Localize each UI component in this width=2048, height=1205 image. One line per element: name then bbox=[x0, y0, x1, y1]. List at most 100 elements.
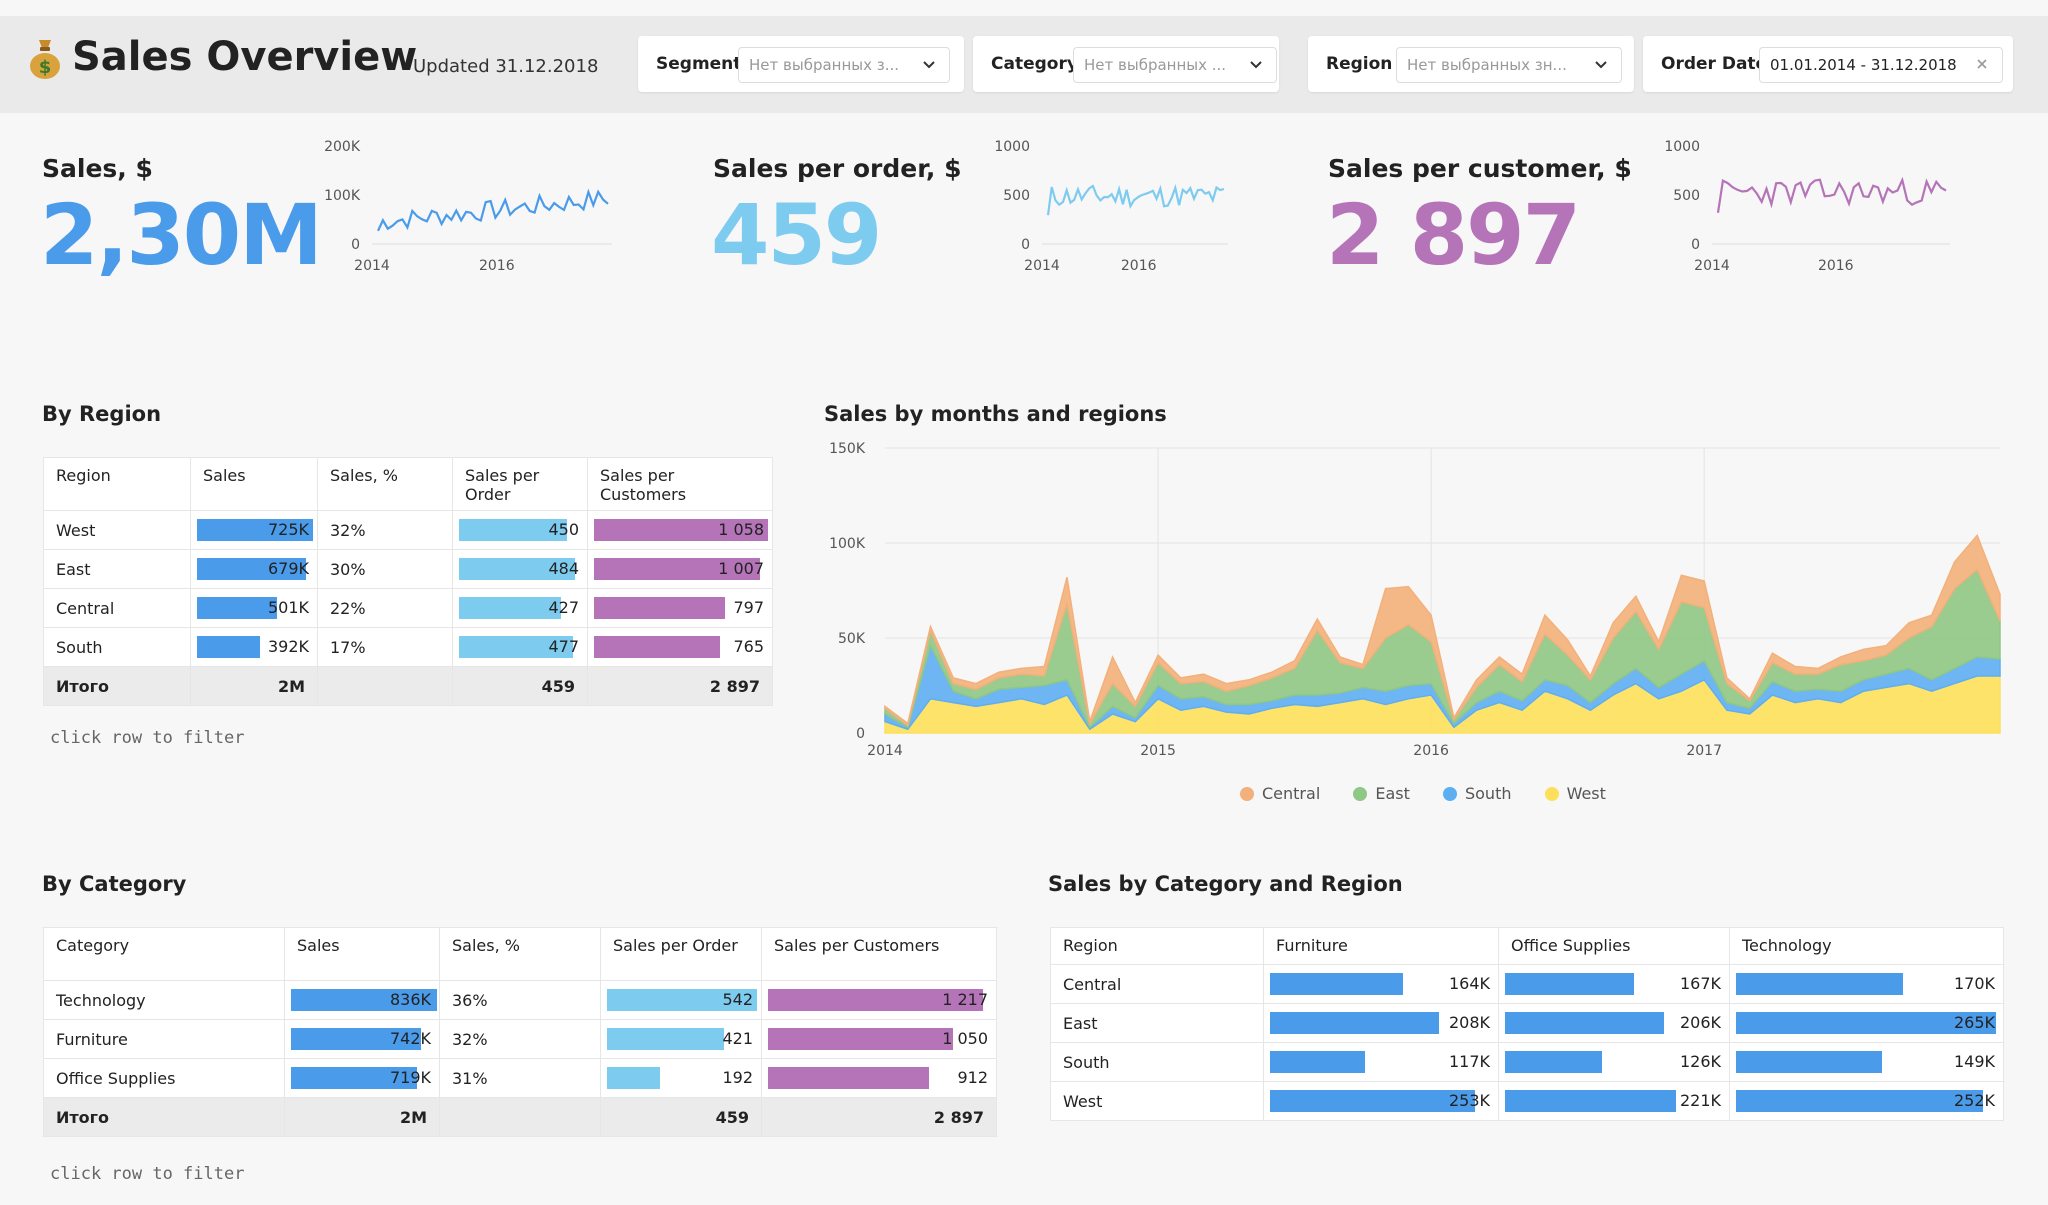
col-sales-per-order[interactable]: Sales per Order bbox=[600, 927, 762, 981]
legend-item-south[interactable]: South bbox=[1442, 784, 1512, 803]
sales-sparkline: 200K 100K 0 2014 2016 bbox=[324, 139, 612, 274]
spo-value: 192 bbox=[722, 1068, 753, 1087]
table-total-row: Итого 2M 459 2 897 bbox=[43, 1097, 997, 1137]
area-series-central[interactable] bbox=[884, 533, 2001, 727]
table-row[interactable]: South 392K 17% 477 765 bbox=[43, 627, 773, 667]
office-supplies-cell: 206K bbox=[1498, 1003, 1730, 1043]
technology-value: 149K bbox=[1953, 1052, 1995, 1071]
col-furniture[interactable]: Furniture bbox=[1263, 927, 1499, 965]
table-row[interactable]: Technology 836K 36% 542 1 217 bbox=[43, 980, 997, 1020]
table-row[interactable]: Office Supplies 719K 31% 192 912 bbox=[43, 1058, 997, 1098]
segment-select-value: Нет выбранных з... bbox=[749, 56, 900, 74]
sales-value: 836K bbox=[389, 990, 431, 1009]
table-row[interactable]: East 208K 206K 265K bbox=[1050, 1003, 2004, 1043]
col-sales-per-customers[interactable]: Sales per Customers bbox=[761, 927, 997, 981]
table-row[interactable]: West 253K 221K 252K bbox=[1050, 1081, 2004, 1121]
table-row[interactable]: Furniture 742K 32% 421 1 050 bbox=[43, 1019, 997, 1059]
y-tick-label: 50K bbox=[838, 631, 866, 647]
spc-value: 1 058 bbox=[718, 520, 764, 539]
category-filter-hint: click row to filter bbox=[50, 1164, 245, 1184]
table-row[interactable]: Central 501K 22% 427 797 bbox=[43, 588, 773, 628]
spark-y-tick: 0 bbox=[1021, 237, 1030, 253]
y-tick-label: 100K bbox=[829, 536, 866, 552]
chart-legend: Central East South West bbox=[1240, 784, 1634, 803]
table-header-row: Region Furniture Office Supplies Technol… bbox=[1050, 927, 2004, 965]
sales-value: 679K bbox=[267, 559, 309, 578]
spo-value: 450 bbox=[548, 520, 579, 539]
spc-value: 1 050 bbox=[942, 1029, 988, 1048]
table-row[interactable]: Central 164K 167K 170K bbox=[1050, 964, 2004, 1004]
money-bag-icon: $ bbox=[28, 38, 62, 84]
spc-cell: 797 bbox=[587, 588, 773, 628]
col-sales-pct[interactable]: Sales, % bbox=[317, 457, 453, 511]
furniture-cell: 208K bbox=[1263, 1003, 1499, 1043]
sales-pct: 32% bbox=[317, 510, 453, 550]
sparkline-path bbox=[1046, 183, 1225, 216]
filter-category: Category Нет выбранных ... bbox=[973, 36, 1279, 92]
legend-label: West bbox=[1566, 784, 1606, 803]
spc-cell: 1 007 bbox=[587, 549, 773, 589]
kpi-sales-value: 2,30M bbox=[40, 186, 323, 284]
technology-bar bbox=[1736, 1051, 1883, 1073]
kpi-sales-per-order-label: Sales per order, $ bbox=[713, 154, 962, 183]
chevron-down-icon bbox=[1595, 61, 1607, 69]
technology-value: 170K bbox=[1953, 974, 1995, 993]
furniture-cell: 164K bbox=[1263, 964, 1499, 1004]
table-row[interactable]: West 725K 32% 450 1 058 bbox=[43, 510, 773, 550]
spc-bar bbox=[768, 989, 983, 1011]
office-supplies-cell: 221K bbox=[1498, 1081, 1730, 1121]
segment-select[interactable]: Нет выбранных з... bbox=[738, 47, 950, 83]
filter-segment-label: Segment bbox=[656, 54, 742, 74]
sales-pct: 31% bbox=[439, 1058, 601, 1098]
filter-region-label: Region bbox=[1326, 54, 1393, 74]
legend-dot bbox=[1240, 787, 1254, 801]
col-sales[interactable]: Sales bbox=[284, 927, 440, 981]
category-select[interactable]: Нет выбранных ... bbox=[1073, 47, 1277, 83]
col-office-supplies[interactable]: Office Supplies bbox=[1498, 927, 1730, 965]
sales-pct: 32% bbox=[439, 1019, 601, 1059]
x-tick-label: 2014 bbox=[867, 743, 903, 759]
col-category[interactable]: Category bbox=[43, 927, 285, 981]
col-region[interactable]: Region bbox=[1050, 927, 1264, 965]
sales-cell: 392K bbox=[190, 627, 318, 667]
legend-label: South bbox=[1464, 784, 1512, 803]
sales-cell: 742K bbox=[284, 1019, 440, 1059]
furniture-value: 164K bbox=[1448, 974, 1490, 993]
furniture-bar bbox=[1270, 1051, 1365, 1073]
order-date-input[interactable]: 01.01.2014 - 31.12.2018 bbox=[1759, 47, 2003, 83]
col-region[interactable]: Region bbox=[43, 457, 191, 511]
col-sales[interactable]: Sales bbox=[190, 457, 318, 511]
col-technology[interactable]: Technology bbox=[1729, 927, 2004, 965]
furniture-bar bbox=[1270, 1090, 1476, 1112]
spc-value: 797 bbox=[733, 598, 764, 617]
legend-item-west[interactable]: West bbox=[1544, 784, 1606, 803]
office-supplies-value: 206K bbox=[1679, 1013, 1721, 1032]
table-row[interactable]: South 117K 126K 149K bbox=[1050, 1042, 2004, 1082]
sales-pct: 17% bbox=[317, 627, 453, 667]
total-spc: 2 897 bbox=[761, 1097, 997, 1137]
table-row[interactable]: East 679K 30% 484 1 007 bbox=[43, 549, 773, 589]
furniture-bar bbox=[1270, 973, 1404, 995]
col-sales-per-customers[interactable]: Sales per Customers bbox=[587, 457, 773, 511]
col-sales-per-order[interactable]: Sales per Order bbox=[452, 457, 588, 511]
page-title: Sales Overview bbox=[72, 34, 418, 80]
office-supplies-cell: 167K bbox=[1498, 964, 1730, 1004]
table-header-row: Region Sales Sales, % Sales per Order Sa… bbox=[43, 457, 773, 511]
spo-cell: 484 bbox=[452, 549, 588, 589]
total-pct bbox=[439, 1097, 601, 1137]
spark-x-tick: 2014 bbox=[354, 258, 390, 274]
filter-order-date: Order Date 01.01.2014 - 31.12.2018 bbox=[1643, 36, 2013, 92]
clear-icon[interactable] bbox=[1974, 56, 1990, 72]
spark-x-tick: 2014 bbox=[1694, 258, 1730, 274]
spo-value: 427 bbox=[548, 598, 579, 617]
spc-bar bbox=[768, 1067, 930, 1089]
furniture-cell: 117K bbox=[1263, 1042, 1499, 1082]
legend-item-central[interactable]: Central bbox=[1240, 784, 1320, 803]
spark-y-tick: 1000 bbox=[1664, 139, 1700, 155]
legend-item-east[interactable]: East bbox=[1353, 784, 1410, 803]
by-category-title: By Category bbox=[42, 872, 187, 896]
col-sales-pct[interactable]: Sales, % bbox=[439, 927, 601, 981]
office-supplies-value: 126K bbox=[1679, 1052, 1721, 1071]
technology-value: 265K bbox=[1953, 1013, 1995, 1032]
region-select[interactable]: Нет выбранных зн... bbox=[1396, 47, 1622, 83]
